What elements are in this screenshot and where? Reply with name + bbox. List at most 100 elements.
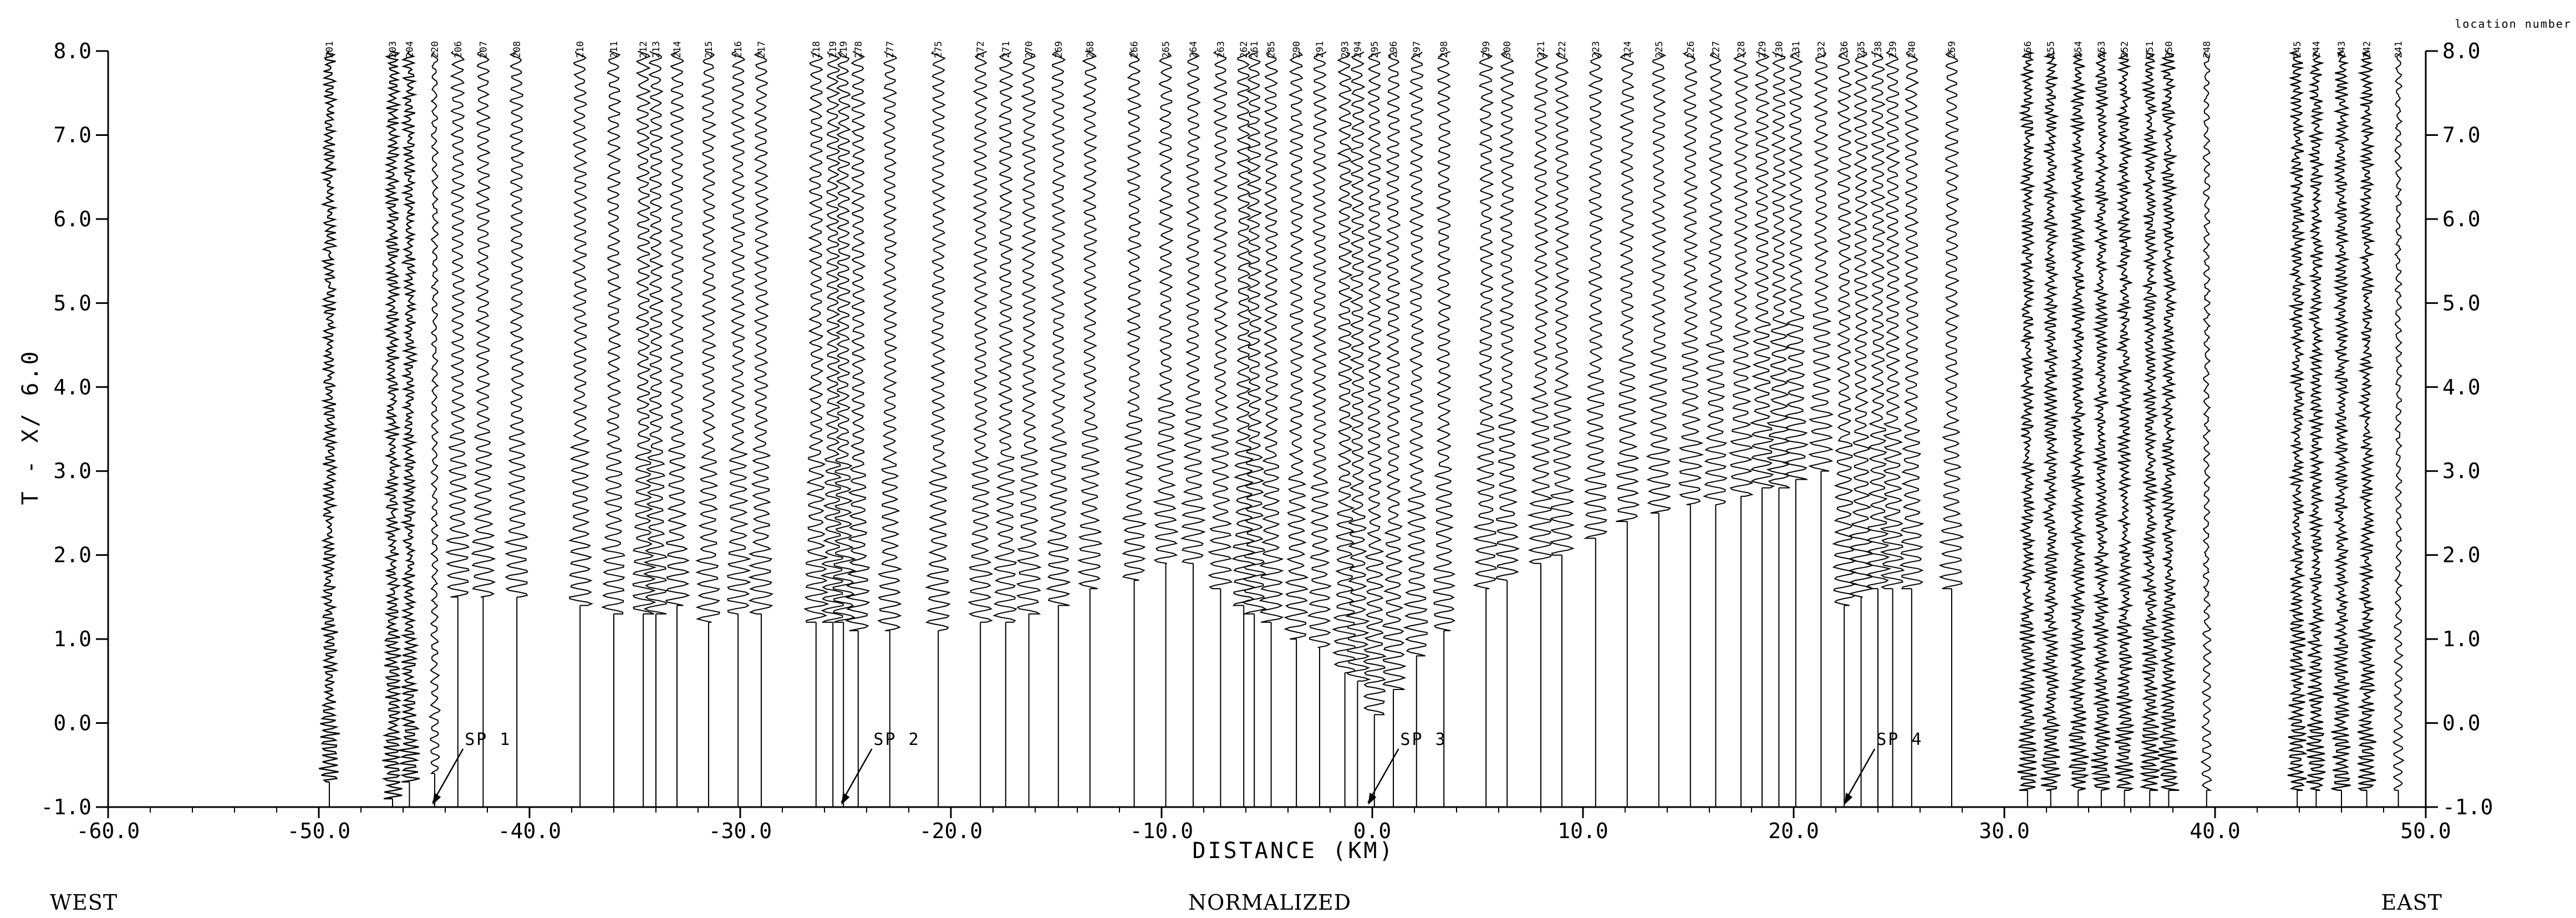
x-tick-label: 30.0 xyxy=(1979,819,2030,843)
trace-waveform xyxy=(1808,51,1834,472)
trace-waveform xyxy=(2331,50,2351,791)
trace-waveform xyxy=(632,50,657,615)
trace-id-label: 242 xyxy=(2362,41,2373,58)
trace-waveform xyxy=(1231,50,1257,606)
trace-id-label: 255 xyxy=(2046,41,2057,58)
right-axis-note: location number xyxy=(2455,17,2572,31)
shot-point-label: SP 3 xyxy=(1400,730,1447,749)
trace-waveform xyxy=(1703,51,1728,505)
shot-point-markers: SP 1 SP 2 SP 3 SP 4 xyxy=(432,730,1923,805)
trace-id-label: 253 xyxy=(2096,41,2107,58)
trace-id-label: 290 xyxy=(1291,41,1302,58)
y-tick-label-left: 2.0 xyxy=(53,543,91,567)
trace-waveform xyxy=(1284,51,1309,640)
trace-id-label: 221 xyxy=(1536,41,1547,58)
trace-id-label: 220 xyxy=(430,41,441,58)
trace-id-label: 262 xyxy=(1239,41,1250,58)
seismic-traces xyxy=(318,50,2405,807)
trace-id-label: 299 xyxy=(1481,41,1492,58)
trace-id-label: 236 xyxy=(1839,41,1850,58)
trace-id-label: 218 xyxy=(811,41,822,58)
trace-waveform xyxy=(1880,50,1905,590)
trace-id-label: 204 xyxy=(404,41,415,58)
x-tick-label: 20.0 xyxy=(1768,819,1819,843)
trace-id-label: 250 xyxy=(2163,41,2175,58)
trace-waveform xyxy=(428,50,441,774)
trace-waveform xyxy=(1122,50,1147,581)
trace-id-label: 222 xyxy=(1557,41,1568,58)
trace-id-label: 232 xyxy=(1816,41,1827,58)
trace-id-label: 208 xyxy=(512,41,523,58)
trace-id-label: 224 xyxy=(1622,41,1633,58)
trace-id-label: 241 xyxy=(2394,41,2405,58)
shot-point-arrowhead xyxy=(841,793,850,805)
y-tick-label-right: 0.0 xyxy=(2442,711,2481,736)
trace-waveform xyxy=(568,51,593,606)
x-axis-ticks: -60.0 -50.0 -40.0 -30.0 -20.0 -10.0 0.0 10.0 20.… xyxy=(77,807,2451,843)
shot-point-label: SP 4 xyxy=(1876,730,1923,749)
trace-id-label: 201 xyxy=(324,41,335,58)
trace-waveform xyxy=(1550,52,1575,556)
east-label: EAST xyxy=(2381,890,2442,915)
trace-waveform xyxy=(992,51,1017,623)
trace-waveform xyxy=(1077,50,1103,590)
trace-waveform xyxy=(2356,50,2377,791)
trace-id-label: 239 xyxy=(1888,41,1899,58)
x-tick-label: 0.0 xyxy=(1353,819,1392,843)
y-tick-label-right: 1.0 xyxy=(2442,627,2481,651)
trace-waveform xyxy=(803,51,829,623)
x-axis-title: DISTANCE (KM) xyxy=(1192,838,1394,864)
trace-id-label: 269 xyxy=(1053,41,1065,58)
trace-waveform xyxy=(1495,50,1520,581)
trace-id-label: 240 xyxy=(1907,41,1918,58)
y-axis-title: T - X/ 6.0 xyxy=(18,349,43,505)
trace-waveform xyxy=(471,50,496,598)
trace-id-label: 211 xyxy=(609,41,620,58)
x-tick-label: -60.0 xyxy=(77,819,140,843)
shot-point-arrowhead xyxy=(1368,793,1377,805)
trace-id-label: 226 xyxy=(1686,41,1697,58)
x-tick-label: -30.0 xyxy=(709,819,772,843)
trace-waveform xyxy=(2287,50,2308,791)
y-tick-label-right: -1.0 xyxy=(2442,795,2493,819)
trace-id-label: 264 xyxy=(1188,41,1199,58)
trace-id-label: 217 xyxy=(756,41,767,58)
trace-id-label: 230 xyxy=(1774,41,1785,58)
y-tick-label-right: 2.0 xyxy=(2442,543,2481,567)
trace-waveform xyxy=(1938,50,1965,590)
trace-waveform xyxy=(665,50,690,606)
trace-id-label: 271 xyxy=(1001,41,1012,58)
trace-waveform xyxy=(2017,50,2038,791)
normalized-label: NORMALIZED xyxy=(1188,890,1351,915)
shot-point-leader xyxy=(1367,748,1399,803)
shot-point-leader xyxy=(432,748,464,803)
trace-waveform xyxy=(726,50,751,615)
trace-waveform xyxy=(1016,50,1042,615)
axes-frame xyxy=(107,51,2427,808)
trace-waveform xyxy=(399,50,420,783)
trace-waveform xyxy=(1749,51,1775,489)
x-tick-label: -40.0 xyxy=(498,819,561,843)
trace-id-label: 238 xyxy=(1873,41,1884,58)
trace-id-label: 251 xyxy=(2145,41,2156,58)
trace-waveform xyxy=(1678,51,1704,505)
trace-waveform xyxy=(1382,52,1407,690)
trace-waveform xyxy=(1472,50,1498,590)
y-tick-label-left: 4.0 xyxy=(53,375,91,399)
trace-id-label: 252 xyxy=(2120,41,2131,58)
trace-waveform xyxy=(643,50,668,615)
trace-id-label: 270 xyxy=(1024,41,1035,58)
trace-waveform xyxy=(695,50,721,623)
trace-waveform xyxy=(1362,52,1387,716)
x-tick-label: 50.0 xyxy=(2400,819,2451,843)
trace-id-label: 294 xyxy=(1352,41,1363,58)
trace-id-label: 215 xyxy=(704,41,715,58)
trace-waveform xyxy=(1152,52,1179,564)
trace-waveform xyxy=(1046,50,1071,606)
x-tick-label: 40.0 xyxy=(2190,819,2241,843)
trace-waveform xyxy=(1208,50,1233,590)
trace-id-label: 248 xyxy=(2202,41,2213,58)
trace-waveform xyxy=(1899,50,1925,590)
shot-point-label: SP 2 xyxy=(873,730,920,749)
